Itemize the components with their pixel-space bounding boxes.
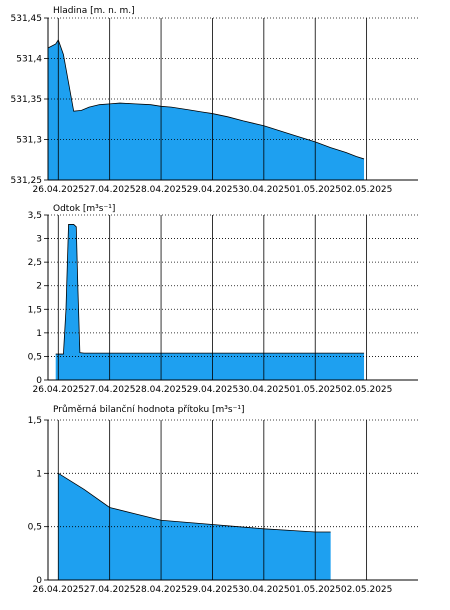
area-fill [55, 224, 365, 380]
y-tick-label: 1 [36, 329, 42, 339]
area-fill [48, 39, 365, 181]
y-tick-label: 3 [36, 235, 42, 245]
y-tick-label: 531,45 [11, 14, 43, 24]
panel-title: Průměrná bilanční hodnota přítoku [m³s⁻¹… [53, 404, 244, 415]
y-tick-label: 531,35 [11, 95, 43, 105]
x-tick-label: 01.05.2025 [289, 585, 341, 595]
y-tick-label: 2,5 [28, 258, 42, 268]
area-fill [58, 473, 331, 580]
series-line [55, 224, 365, 355]
y-tick-label: 2 [36, 282, 42, 292]
y-tick-label: 1 [36, 469, 42, 479]
x-tick-label: 02.05.2025 [341, 385, 393, 395]
x-tick-label: 27.04.2025 [84, 185, 136, 195]
x-tick-label: 29.04.2025 [187, 185, 239, 195]
x-tick-label: 02.05.2025 [341, 185, 393, 195]
x-tick-label: 30.04.2025 [238, 585, 290, 595]
x-tick-label: 29.04.2025 [187, 385, 239, 395]
y-tick-label: 0,5 [28, 523, 42, 533]
chart-panel-2: Odtok [m³s⁻¹] 26.04.2025 27.04.2025 28.04.2… [28, 204, 418, 395]
panel-title: Hladina [m. n. m.] [53, 6, 135, 16]
y-tick-label: 0,5 [28, 352, 42, 362]
x-tick-label: 28.04.2025 [135, 585, 187, 595]
x-tick-label: 01.05.2025 [289, 185, 341, 195]
x-tick-label: 26.04.2025 [33, 185, 85, 195]
y-tick-label: 0 [36, 576, 42, 586]
x-tick-label: 28.04.2025 [135, 385, 187, 395]
x-tick-label: 27.04.2025 [84, 385, 136, 395]
y-tick-label: 531,4 [16, 55, 42, 65]
y-tick-label: 3,5 [28, 211, 42, 221]
y-tick-label: 1,5 [28, 416, 42, 426]
y-tick-label: 531,25 [11, 176, 43, 186]
x-tick-label: 26.04.2025 [33, 585, 85, 595]
chart-panel-1: Hladina [m. n. m.] 26.04.2025 27.04.2025 28… [11, 6, 418, 195]
y-tick-label: 531,3 [16, 136, 42, 146]
x-tick-label: 27.04.2025 [84, 585, 136, 595]
y-tick-label: 0 [36, 376, 42, 386]
x-tick-label: 01.05.2025 [289, 385, 341, 395]
series-line [47, 38, 365, 160]
x-tick-label: 26.04.2025 [33, 385, 85, 395]
panel-title: Odtok [m³s⁻¹] [53, 204, 115, 214]
series-line [58, 472, 331, 533]
y-tick-label: 1,5 [28, 305, 42, 315]
x-tick-label: 30.04.2025 [238, 385, 290, 395]
x-tick-label: 28.04.2025 [135, 185, 187, 195]
chart-panel-3: Průměrná bilanční hodnota přítoku [m³s⁻¹… [28, 404, 418, 595]
x-tick-label: 02.05.2025 [341, 585, 393, 595]
x-tick-label: 30.04.2025 [238, 185, 290, 195]
x-tick-label: 29.04.2025 [187, 585, 239, 595]
